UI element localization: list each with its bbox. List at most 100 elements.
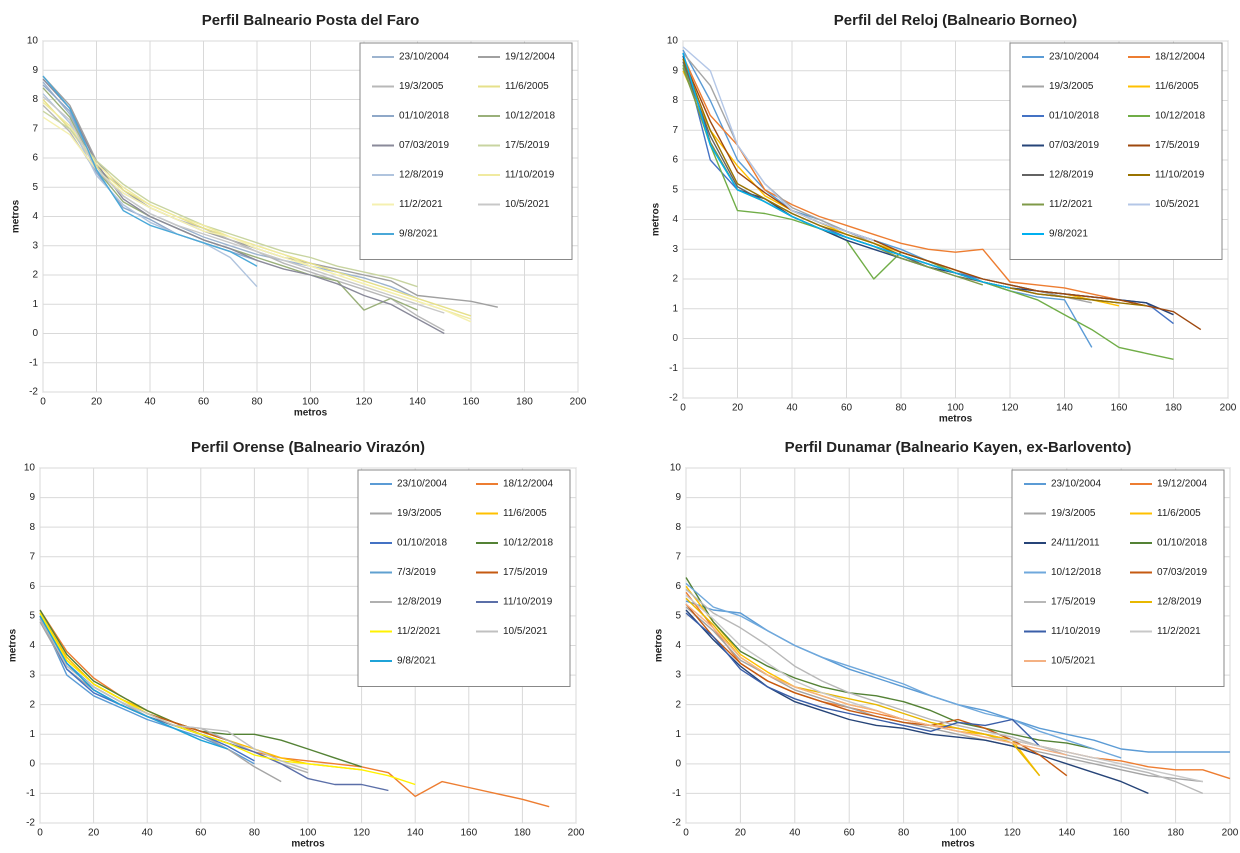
y-tick-label: 6 <box>675 581 681 592</box>
legend-label: 17/5/2019 <box>505 140 550 151</box>
legend-label: 11/2/2021 <box>1049 199 1093 210</box>
x-tick-label: 160 <box>1113 828 1130 839</box>
legend-box <box>359 42 573 260</box>
x-tick-label: 180 <box>1167 828 1184 839</box>
x-tick-label: 120 <box>1002 403 1019 414</box>
profile-line <box>42 93 258 288</box>
legend-label: 10/12/2018 <box>1155 111 1205 122</box>
y-tick-label: -1 <box>672 788 681 799</box>
y-tick-label: 0 <box>32 328 38 339</box>
x-tick-label: 180 <box>1165 403 1182 414</box>
legend-label: 10/12/2018 <box>505 111 555 122</box>
legend-label: 19/12/2004 <box>1157 479 1207 490</box>
y-tick-label: 0 <box>29 758 35 769</box>
legend-label: 11/6/2005 <box>505 81 549 92</box>
profile-line <box>42 75 258 267</box>
y-tick-label: 3 <box>29 670 35 681</box>
legend-box <box>1009 42 1223 260</box>
y-tick-label: 7 <box>32 123 38 134</box>
legend-label: 19/3/2005 <box>1051 508 1096 519</box>
legend-label: 19/3/2005 <box>397 508 442 519</box>
legend-label: 07/03/2019 <box>399 140 449 151</box>
x-tick-label: 160 <box>460 828 477 839</box>
y-tick-label: -2 <box>26 818 35 829</box>
legend-label: 17/5/2019 <box>1051 597 1096 608</box>
y-tick-label: 10 <box>667 36 679 47</box>
legend-label: 11/6/2005 <box>1157 508 1201 519</box>
y-axis-label: metros <box>11 199 22 233</box>
y-tick-label: 7 <box>675 551 681 562</box>
y-tick-label: 3 <box>32 240 38 251</box>
y-tick-label: 7 <box>29 551 35 562</box>
legend-label: 18/12/2004 <box>503 479 553 490</box>
x-tick-label: 180 <box>516 397 533 408</box>
legend-label: 12/8/2019 <box>399 170 444 181</box>
y-tick-label: 0 <box>672 333 678 344</box>
legend-label: 7/3/2019 <box>397 567 436 578</box>
y-axis-label: metros <box>651 202 662 236</box>
legend-label: 11/10/2019 <box>503 597 553 608</box>
profile-line <box>685 582 1122 759</box>
x-tick-label: 120 <box>353 828 370 839</box>
legend-label: 01/10/2018 <box>1049 111 1099 122</box>
legend-label: 9/8/2021 <box>399 229 438 240</box>
y-tick-label: 1 <box>675 729 681 740</box>
profile-line <box>682 55 1147 307</box>
y-tick-label: 10 <box>670 463 682 474</box>
legend-label: 9/8/2021 <box>397 656 436 667</box>
legend-label: 07/03/2019 <box>1157 567 1207 578</box>
x-tick-label: 60 <box>844 828 856 839</box>
x-axis-label: metros <box>941 839 975 850</box>
x-tick-label: 60 <box>841 403 853 414</box>
y-tick-label: 4 <box>672 214 678 225</box>
y-tick-label: 8 <box>672 95 678 106</box>
legend: 23/10/2004 19/12/2004 19/3/2005 11/6/2005 01… <box>359 42 573 260</box>
x-tick-label: 80 <box>251 397 263 408</box>
legend: 23/10/2004 18/12/2004 19/3/2005 11/6/2005 01… <box>357 469 571 687</box>
legend-label: 12/8/2019 <box>397 597 442 608</box>
y-tick-label: -1 <box>669 363 678 374</box>
legend-label: 23/10/2004 <box>1051 479 1101 490</box>
legend-label: 9/8/2021 <box>1049 229 1088 240</box>
y-tick-label: 0 <box>675 758 681 769</box>
x-tick-label: 200 <box>1220 403 1237 414</box>
legend-label: 23/10/2004 <box>399 52 449 63</box>
legend-label: 10/5/2021 <box>503 626 548 637</box>
y-tick-label: 9 <box>29 492 35 503</box>
y-tick-label: 6 <box>32 153 38 164</box>
x-tick-label: 0 <box>680 403 686 414</box>
profile-line <box>685 603 1067 756</box>
x-axis-label: metros <box>291 839 325 850</box>
y-tick-label: 10 <box>27 36 39 47</box>
x-tick-label: 80 <box>898 828 910 839</box>
x-tick-label: 200 <box>568 828 585 839</box>
y-tick-label: 1 <box>32 299 38 310</box>
x-tick-label: 0 <box>40 397 46 408</box>
y-tick-label: 2 <box>32 270 38 281</box>
legend-label: 19/3/2005 <box>1049 81 1094 92</box>
y-tick-label: 2 <box>29 699 35 710</box>
x-tick-label: 20 <box>88 828 100 839</box>
profile-line <box>685 577 1095 750</box>
x-tick-label: 200 <box>1222 828 1239 839</box>
legend-label: 11/10/2019 <box>505 170 555 181</box>
x-tick-label: 100 <box>302 397 319 408</box>
legend-label: 17/5/2019 <box>1155 140 1200 151</box>
legend-label: 11/2/2021 <box>397 626 441 637</box>
chart-title: Perfil del Reloj (Balneario Borneo) <box>834 12 1077 29</box>
chart-title: Perfil Balneario Posta del Faro <box>202 12 420 29</box>
y-tick-label: 3 <box>675 670 681 681</box>
y-tick-label: -2 <box>29 387 38 398</box>
y-tick-label: 2 <box>675 699 681 710</box>
x-tick-label: 40 <box>144 397 156 408</box>
legend-label: 23/10/2004 <box>1049 52 1099 63</box>
profile-line <box>682 58 1202 331</box>
legend-label: 12/8/2019 <box>1157 597 1202 608</box>
profile-line <box>39 615 255 765</box>
y-tick-label: 3 <box>672 244 678 255</box>
y-tick-label: 9 <box>675 492 681 503</box>
x-tick-label: 140 <box>1056 403 1073 414</box>
